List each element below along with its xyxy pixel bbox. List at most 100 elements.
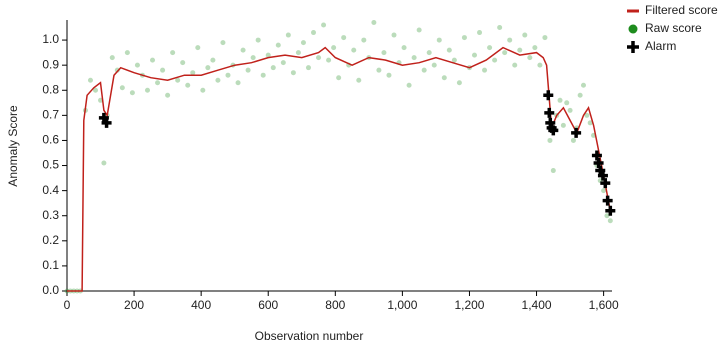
raw-score-point xyxy=(101,160,107,166)
raw-score-point xyxy=(580,82,586,88)
raw-score-point xyxy=(361,37,367,43)
raw-score-point xyxy=(270,65,276,71)
alarm-marker xyxy=(548,125,559,136)
raw-score-point xyxy=(401,45,407,51)
raw-score-point xyxy=(290,70,296,76)
raw-score-point xyxy=(356,77,362,83)
raw-score-point xyxy=(436,37,442,43)
raw-score-point xyxy=(124,50,130,56)
x-tick-label: 800 xyxy=(325,298,345,312)
raw-score-point xyxy=(165,92,171,98)
alarm-marker xyxy=(571,127,582,138)
raw-score-point xyxy=(255,37,261,43)
alarm-marker xyxy=(600,178,611,189)
raw-score-point xyxy=(557,97,563,103)
raw-score-point xyxy=(311,30,317,36)
y-tick-label: 0.3 xyxy=(42,208,59,222)
y-tick-label: 0.5 xyxy=(42,158,59,172)
raw-score-point xyxy=(190,70,196,76)
raw-score-point xyxy=(406,82,412,88)
raw-score-point xyxy=(200,87,206,93)
raw-score-point xyxy=(477,30,483,36)
raw-score-point xyxy=(542,35,548,41)
x-tick-label: 600 xyxy=(258,298,278,312)
raw-score-point xyxy=(532,45,538,51)
raw-score-point xyxy=(601,188,607,194)
y-tick-label: 0.2 xyxy=(42,233,59,247)
raw-score-point xyxy=(170,50,176,56)
raw-score-point xyxy=(456,80,462,86)
raw-score-point xyxy=(376,67,382,73)
raw-score-point xyxy=(240,47,246,53)
raw-score-point xyxy=(446,47,452,53)
raw-score-point xyxy=(275,42,281,48)
y-tick-label: 0.7 xyxy=(42,108,59,122)
alarm-marker xyxy=(602,195,613,206)
raw-score-point xyxy=(305,65,311,71)
raw-score-point xyxy=(441,75,447,81)
x-tick-label: 1,000 xyxy=(387,298,417,312)
raw-score-point xyxy=(321,22,327,28)
raw-score-point xyxy=(386,72,392,78)
raw-score-point xyxy=(245,67,251,73)
raw-score-point xyxy=(250,55,256,61)
raw-score-point xyxy=(326,57,332,63)
x-tick-label: 200 xyxy=(124,298,144,312)
raw-score-point xyxy=(537,62,543,68)
alarm-marker xyxy=(597,170,608,181)
raw-score-point xyxy=(507,37,513,43)
raw-score-point xyxy=(175,77,181,83)
raw-score-point xyxy=(331,45,337,51)
y-tick-label: 0.6 xyxy=(42,133,59,147)
raw-score-point xyxy=(371,20,377,26)
raw-score-point xyxy=(492,57,498,63)
raw-score-point xyxy=(93,87,99,93)
raw-score-point xyxy=(431,62,437,68)
raw-score-point xyxy=(512,62,518,68)
raw-score-point xyxy=(220,40,226,46)
raw-score-point xyxy=(567,107,573,113)
raw-score-point xyxy=(577,92,583,98)
y-tick-label: 0.9 xyxy=(42,57,59,71)
filtered-score-line xyxy=(67,46,612,292)
raw-score-point xyxy=(119,85,125,91)
y-tick-label: 0.1 xyxy=(42,258,59,272)
raw-score-point xyxy=(461,35,467,41)
raw-score-point xyxy=(527,55,533,61)
raw-score-point xyxy=(185,82,191,88)
raw-score-point xyxy=(260,72,266,78)
raw-score-point xyxy=(225,72,231,78)
raw-score-point xyxy=(550,168,556,174)
raw-score-point xyxy=(235,80,241,86)
raw-score-point xyxy=(265,52,271,58)
raw-score-point xyxy=(482,67,488,73)
x-tick-label: 1,400 xyxy=(522,298,552,312)
raw-score-point xyxy=(584,112,590,118)
raw-score-point xyxy=(144,87,150,93)
raw-score-point xyxy=(295,50,301,56)
raw-score-point xyxy=(351,47,357,53)
alarm-marker xyxy=(543,90,554,101)
raw-score-point xyxy=(195,45,201,51)
raw-score-point xyxy=(604,213,610,219)
raw-score-point xyxy=(421,67,427,73)
raw-score-point xyxy=(391,32,397,38)
raw-score-point xyxy=(522,32,528,38)
raw-score-point xyxy=(487,45,493,51)
raw-score-point xyxy=(560,122,566,128)
raw-score-point xyxy=(285,32,291,38)
raw-score-point xyxy=(547,137,553,143)
alarm-marker xyxy=(605,205,616,216)
raw-score-point xyxy=(471,52,477,58)
x-axis-label: Observation number xyxy=(255,329,364,343)
raw-score-point xyxy=(87,77,93,83)
y-tick-label: 1.0 xyxy=(42,32,59,46)
raw-score-point xyxy=(381,50,387,56)
raw-score-point xyxy=(451,57,457,63)
raw-score-point xyxy=(564,100,570,106)
raw-score-point xyxy=(607,218,613,224)
raw-score-point xyxy=(497,25,503,31)
raw-score-point xyxy=(109,55,115,61)
